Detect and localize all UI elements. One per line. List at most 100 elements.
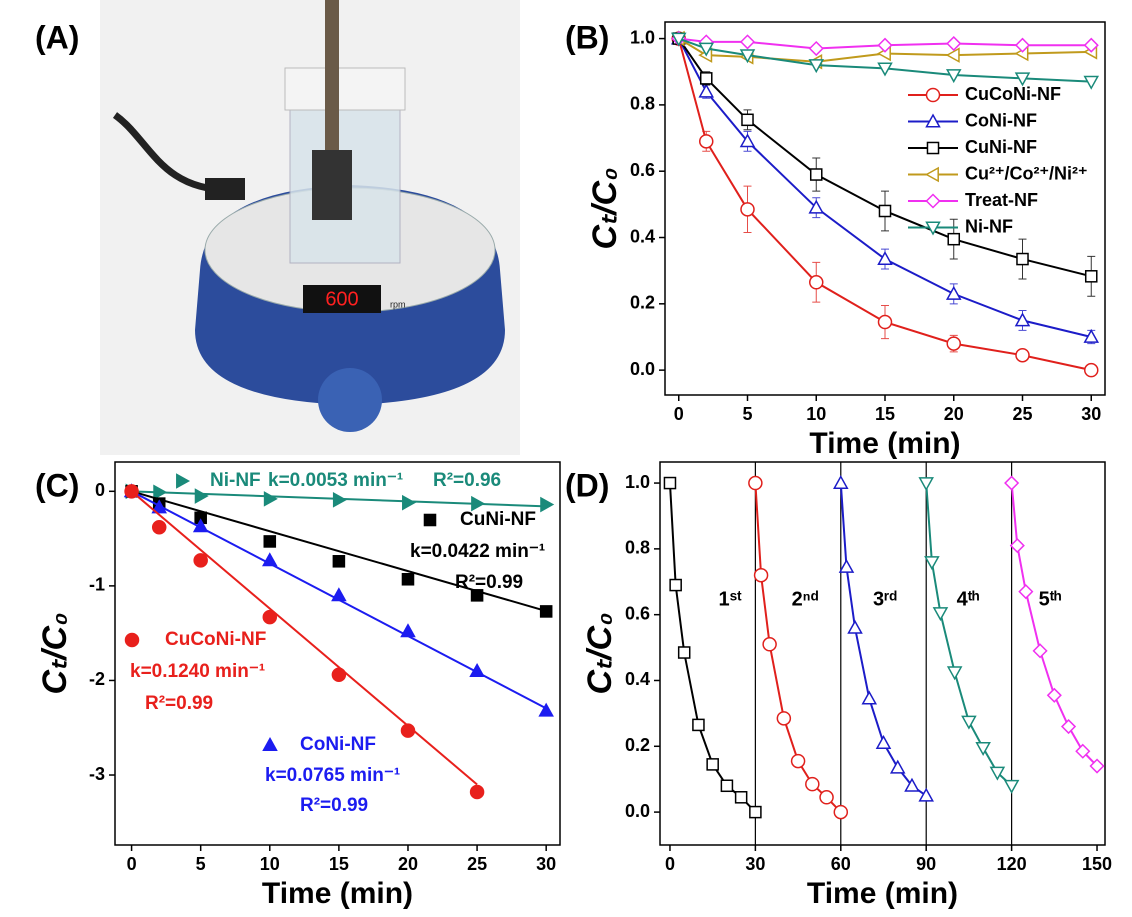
y-tick-label: 0.0 [625,801,650,821]
x-tick-label: 25 [467,854,487,874]
marker [151,499,167,514]
marker [861,690,878,705]
y-tick-label: 0.6 [630,160,655,180]
marker [741,113,754,127]
marker [926,141,940,155]
marker [1084,362,1099,378]
knob [318,368,382,432]
marker [945,47,960,63]
marker [692,718,705,732]
marker [946,666,963,681]
marker [1083,328,1100,343]
marker [809,168,823,181]
display-text: 600 [325,288,358,310]
marker [153,484,168,501]
y-tick-label: -3 [89,764,105,784]
marker [192,518,209,533]
marker [669,578,682,592]
marker [262,552,278,567]
marker [924,166,939,183]
legend-label: Treat-NF [965,190,1038,210]
plot-frame [659,461,1106,846]
marker [699,134,714,149]
marker [749,805,762,819]
marker [878,204,892,218]
legend-label: CuNi-NF [965,137,1037,157]
y-tick-label: 1.0 [625,472,650,492]
marker [698,42,715,57]
marker [124,632,140,648]
marker [808,40,824,57]
x-tick-label: 30 [536,854,556,874]
marker [809,275,824,290]
series-line [677,38,1092,278]
marker [540,496,555,513]
marker [1060,718,1077,735]
marker [1004,475,1020,491]
marker [194,488,209,504]
marker [918,787,934,802]
marker [423,513,437,527]
annotation-name: CuCoNi-NF [165,629,266,650]
y-tick-label: 0 [95,480,105,500]
cycle-label: 3ʳᵈ [873,588,897,610]
annotation-k: k=0.0422 min⁻¹ [410,541,545,562]
y-tick-label: 0.0 [630,359,655,379]
marker [698,83,715,98]
marker [975,741,991,756]
cycle-label: 4ᵗʰ [957,588,980,610]
marker [1083,75,1100,90]
cycle-label: 5ᵗʰ [1039,588,1062,610]
y-tick-label: 0.8 [625,538,650,558]
annotation-r2: R²=0.96 [433,470,501,491]
y-tick-label: -1 [89,575,105,595]
marker [808,199,825,214]
marker [263,535,277,548]
panel-label: (A) [35,19,79,55]
series-line [677,38,1092,372]
marker [805,776,820,792]
marker [819,790,834,805]
marker [400,723,416,738]
marker [918,477,934,492]
marker [332,555,346,568]
x-tick-label: 0 [674,404,684,424]
marker [720,779,734,793]
x-tick-label: 60 [831,854,851,874]
annotation-name: CuNi-NF [460,509,536,530]
x-tick-label: 5 [196,854,206,874]
marker [402,494,417,511]
marker [877,37,893,53]
marker [331,667,347,683]
marker [1046,687,1062,703]
panel-label: (D) [565,467,609,503]
series-line [677,38,1092,338]
marker [1014,37,1031,53]
marker [1009,538,1025,554]
y-tick-label: 0.8 [630,94,655,114]
display-unit: rpm [390,299,406,309]
marker [753,567,769,583]
marker [734,791,748,804]
marker [875,734,892,749]
marker [924,556,940,571]
marker [932,607,949,622]
marker [1014,312,1031,327]
marker [470,589,484,602]
x-tick-label: 0 [665,854,675,874]
marker [124,484,139,499]
x-tick-label: 25 [1012,404,1032,424]
marker [833,804,849,820]
marker [961,715,977,730]
legend-label: Ni-NF [965,216,1013,236]
x-tick-label: 0 [127,854,137,874]
marker [877,314,893,330]
plot-frame [114,461,561,846]
legend-label: Cu²⁺/Co²⁺/Ni²⁺ [965,163,1087,183]
marker [1003,779,1020,794]
marker [331,587,347,602]
legend-label: CuCoNi-NF [965,84,1061,104]
annotation-r2: R²=0.99 [145,693,213,714]
marker [1015,347,1030,363]
